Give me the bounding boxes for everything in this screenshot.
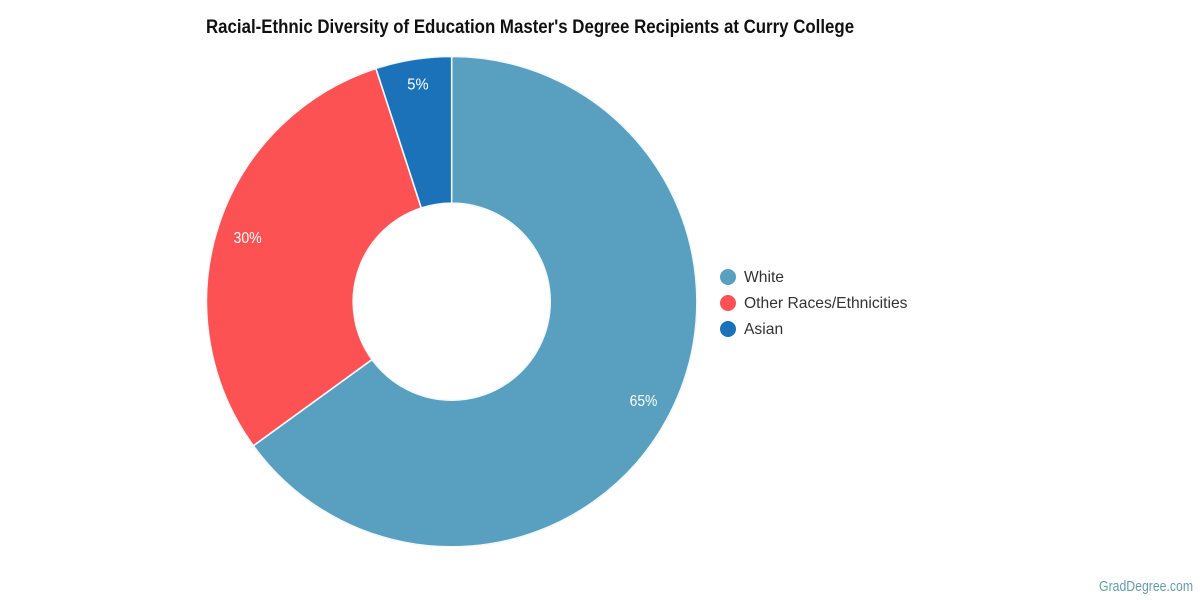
svg-text:5%: 5%: [407, 76, 429, 94]
svg-text:65%: 65%: [630, 392, 658, 410]
svg-text:30%: 30%: [233, 229, 261, 247]
